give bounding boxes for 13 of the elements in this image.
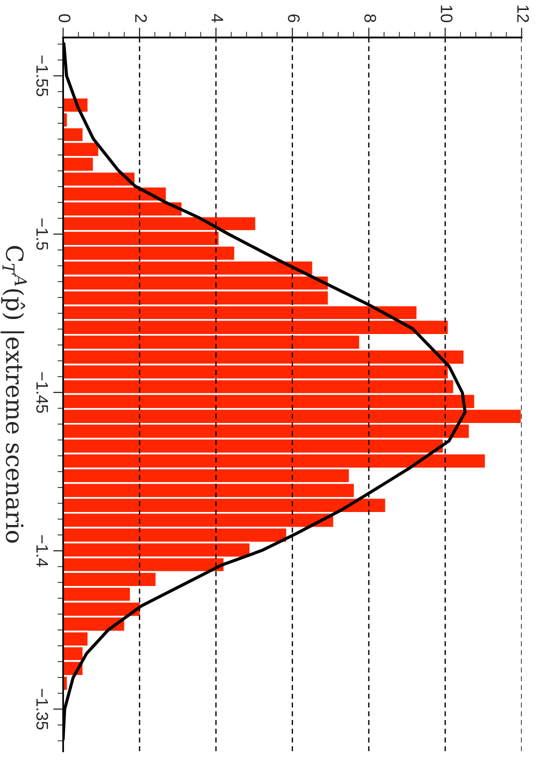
x-tick-label: 8: [364, 14, 376, 22]
x-tick-label: 0: [58, 14, 70, 22]
y-tick-label: −1.5: [36, 218, 48, 250]
y-axis-title: C$_{T}$$^{A}$(p̂) |extreme scenario: [0, 246, 27, 543]
x-tick-label: 6: [288, 14, 300, 22]
x-tick-label: 12: [517, 6, 529, 22]
y-tick-label: −1.4: [36, 535, 48, 567]
x-tick-label: 10: [440, 6, 453, 22]
x-tick-label: 4: [212, 14, 224, 22]
y-tick-label: −1.55: [36, 56, 48, 96]
x-tick-label: 2: [135, 14, 147, 22]
y-tick-label: −1.45: [36, 372, 48, 413]
y-tick-label: −1.35: [36, 688, 48, 730]
